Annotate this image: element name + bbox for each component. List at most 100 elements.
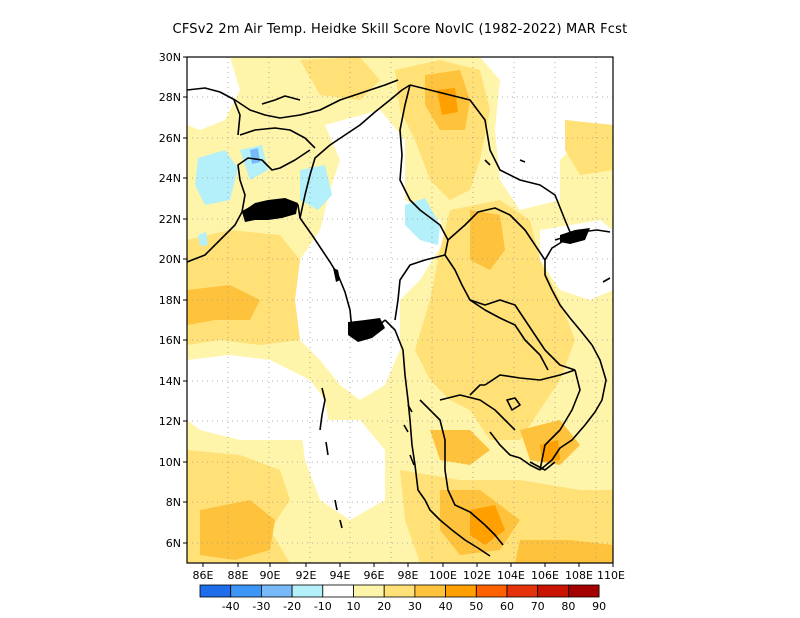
lat-label-28n: 28N: [159, 91, 181, 104]
field-neg-manipur: [300, 165, 332, 210]
thai-north-border: [444, 254, 576, 371]
field-white-nw: [187, 57, 240, 130]
andaman-2: [325, 441, 329, 456]
field-neg-small: [198, 232, 208, 246]
lon-label-96e: 96E: [364, 569, 385, 582]
lat-label-30n: 30N: [159, 51, 181, 64]
colorbar-label: 20: [377, 600, 391, 613]
sikkim: [233, 99, 241, 136]
myanmar-south-coast: [384, 319, 426, 501]
cambodia-vn-border: [539, 369, 581, 471]
lat-label-12n: 12N: [159, 415, 181, 428]
inner-india: [261, 95, 301, 105]
irrawaddy-delta: [348, 318, 385, 342]
lat-label-26n: 26N: [159, 132, 181, 145]
lat-label-6n: 6N: [166, 537, 181, 550]
lon-label-110e: 110E: [597, 569, 625, 582]
field-neg-west: [195, 150, 238, 205]
colorbar-labels: -40 -30 -20 -10 10 20 30 40 50 60 70 80 90: [222, 600, 606, 613]
field-white-west: [187, 355, 330, 440]
lon-label-102e: 102E: [463, 569, 491, 582]
colorbar-label: -40: [222, 600, 240, 613]
colorbar-label: -30: [252, 600, 270, 613]
plot-frame: [186, 56, 614, 564]
colorbar-box: [322, 584, 354, 598]
arakan-coast: [333, 268, 340, 282]
lon-label-88e: 88E: [228, 569, 249, 582]
laos-border: [447, 207, 546, 261]
china-border: [409, 84, 571, 233]
lon-label-90e: 90E: [260, 569, 281, 582]
colorbar-label: -10: [314, 600, 332, 613]
delta-coastlines: [242, 198, 590, 342]
andaman-1: [319, 387, 326, 431]
field-40-west: [187, 285, 260, 325]
lon-label-100e: 100E: [429, 569, 457, 582]
colorbar-box: [414, 584, 446, 598]
india-ne-border: [239, 127, 316, 149]
colorbar: -40 -30 -20 -10 10 20 30 40 50 60 70 80 90: [199, 584, 606, 613]
lon-label-86e: 86E: [193, 569, 214, 582]
field-50-north: [437, 88, 458, 115]
colorbar-box: [383, 584, 416, 598]
nicobar: [334, 499, 343, 529]
colorbar-label: 10: [347, 600, 361, 613]
colorbar-box: [475, 584, 508, 598]
field-white-e: [540, 220, 613, 300]
colorbar-label: 80: [561, 600, 575, 613]
field-40-sw: [200, 500, 275, 560]
axis-ticks: [183, 56, 614, 567]
lon-label-106e: 106E: [531, 569, 559, 582]
colorbar-box: [230, 584, 262, 598]
colorbar-box: [260, 584, 293, 598]
colorbar-box: [353, 584, 385, 598]
colorbar-box: [445, 584, 477, 598]
lat-label-16n: 16N: [159, 334, 181, 347]
colorbar-box: [506, 584, 539, 598]
field-30-west: [187, 230, 300, 345]
skill-field: [187, 57, 613, 563]
colorbar-label: 90: [592, 600, 606, 613]
colorbar-box: [537, 584, 569, 598]
red-river-delta: [560, 228, 590, 244]
lat-labels: 30N 28N 26N 24N 22N 20N 18N 16N 14N 12N …: [159, 51, 181, 550]
lon-label-104e: 104E: [497, 569, 525, 582]
lat-label-14n: 14N: [159, 375, 181, 388]
thai-peninsula-east: [444, 469, 504, 546]
field-50-south: [470, 505, 505, 545]
colorbar-box: [291, 584, 324, 598]
gulf-thailand-north: [419, 399, 446, 470]
colorbar-box: [199, 584, 232, 598]
colorbar-label: 70: [531, 600, 545, 613]
chart-title: CFSv2 2m Air Temp. Heidke Skill Score No…: [172, 22, 628, 37]
field-30-e: [565, 120, 613, 175]
gulf-thailand-east: [439, 394, 516, 431]
india-coast: [187, 211, 243, 263]
lon-label-92e: 92E: [296, 569, 317, 582]
colorbar-box: [568, 584, 600, 598]
lon-label-108e: 108E: [565, 569, 593, 582]
field-30-n2: [300, 57, 380, 100]
field-40-se: [515, 540, 613, 563]
tonle-sap: [506, 397, 521, 411]
cambodia-north: [484, 369, 576, 386]
field-white-ne: [480, 57, 613, 210]
colorbar-label: 30: [408, 600, 422, 613]
india-bang-border: [237, 149, 311, 213]
lat-label-10n: 10N: [159, 456, 181, 469]
myanmar-north-border: [299, 84, 411, 219]
field-40-laos: [470, 210, 505, 270]
sundarbans: [242, 198, 298, 222]
grid-lines: [187, 57, 613, 563]
colorbar-label: 40: [439, 600, 453, 613]
bhutan-nepal-border: [187, 79, 399, 119]
field-white-bay: [300, 420, 385, 520]
lon-label-94e: 94E: [330, 569, 351, 582]
lat-label-8n: 8N: [166, 496, 181, 509]
coastlines-borders: [187, 79, 611, 557]
thai-peninsula-west: [424, 499, 491, 557]
mekong-delta: [529, 461, 556, 471]
colorbar-boxes: [199, 584, 600, 598]
laos-thai-mekong: [469, 299, 549, 371]
